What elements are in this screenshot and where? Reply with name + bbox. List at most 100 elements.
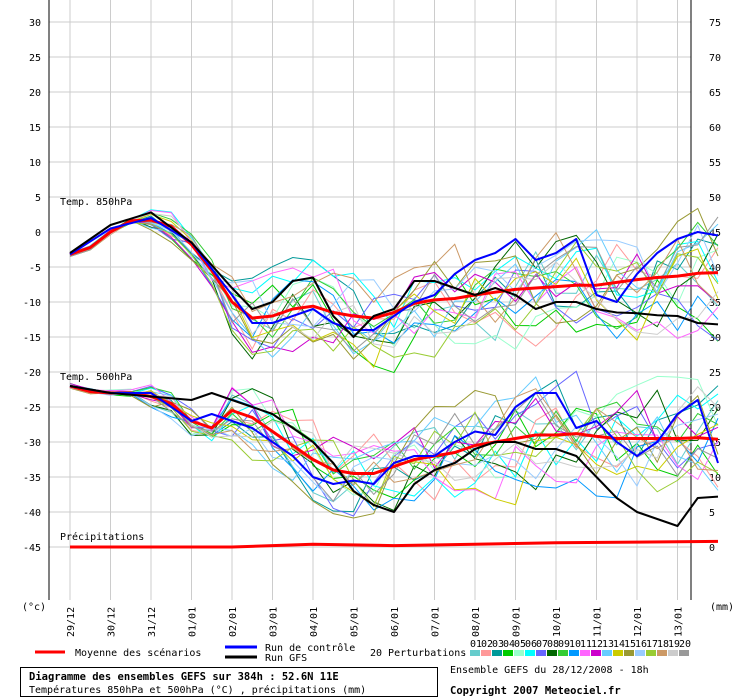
- right-tick-label: 65: [709, 88, 721, 99]
- perturbation-swatch: [668, 650, 678, 656]
- perturbation-line: [69, 386, 719, 508]
- perturbation-line: [69, 222, 719, 358]
- left-tick-label: -5: [29, 263, 41, 274]
- series-0-run-gfs: [69, 211, 719, 338]
- perturbation-swatch: [514, 650, 524, 656]
- perturbation-number: 20: [679, 639, 691, 650]
- left-tick-label: -45: [23, 543, 41, 554]
- perturbation-number: 10: [569, 639, 581, 650]
- run-info: Ensemble GEFS du 28/12/2008 - 18h: [450, 665, 649, 676]
- right-tick-label: 75: [709, 18, 721, 29]
- perturbation-number: 03: [492, 639, 504, 650]
- perturbation-number: 07: [536, 639, 548, 650]
- right-tick-label: 10: [709, 473, 721, 484]
- perturbation-number: 19: [668, 639, 680, 650]
- x-tick-label: 13/01: [674, 607, 685, 637]
- perturbation-number: 06: [525, 639, 537, 650]
- info-subtitle: Températures 850hPa et 500hPa (°C) , pré…: [29, 685, 367, 696]
- perturbation-number: 15: [624, 639, 636, 650]
- perturbation-line: [69, 212, 719, 349]
- left-tick-label: 30: [29, 18, 41, 29]
- series-1-run-gfs: [69, 385, 719, 527]
- right-tick-label: 55: [709, 158, 721, 169]
- perturbation-number: 11: [580, 639, 592, 650]
- perturbation-number: 08: [547, 639, 559, 650]
- perturbation-number: 16: [635, 639, 647, 650]
- x-tick-label: 09/01: [512, 607, 523, 637]
- info-box: Diagramme des ensembles GEFS sur 384h : …: [20, 667, 438, 697]
- left-tick-label: 5: [35, 193, 41, 204]
- right-tick-label: 45: [709, 228, 721, 239]
- x-tick-label: 08/01: [471, 607, 482, 637]
- copyright: Copyright 2007 Meteociel.fr: [450, 685, 621, 697]
- x-tick-label: 10/01: [552, 607, 563, 637]
- right-axis-unit: (mm): [710, 602, 734, 613]
- x-tick-label: 12/01: [633, 607, 644, 637]
- x-tick-label: 02/01: [228, 607, 239, 637]
- left-tick-label: -10: [23, 298, 41, 309]
- perturbation-number: 09: [558, 639, 570, 650]
- perturbation-swatch: [602, 650, 612, 656]
- perturbation-swatch: [481, 650, 491, 656]
- left-tick-label: 0: [35, 228, 41, 239]
- perturbation-swatch: [646, 650, 656, 656]
- perturbation-line: [69, 209, 719, 329]
- perturbation-swatch: [569, 650, 579, 656]
- left-axis-unit: (°c): [22, 602, 46, 613]
- perturbation-number: 12: [591, 639, 603, 650]
- perturbation-number: 17: [646, 639, 658, 650]
- perturbation-line: [69, 387, 719, 511]
- perturbation-swatch: [547, 650, 557, 656]
- info-title: Diagramme des ensembles GEFS sur 384h : …: [29, 671, 339, 683]
- perturbation-number: 14: [613, 639, 625, 650]
- legend-gfs-label: Run GFS: [265, 653, 307, 664]
- perturbation-line: [69, 219, 719, 358]
- x-tick-label: 07/01: [431, 607, 442, 637]
- right-tick-label: 50: [709, 193, 721, 204]
- left-tick-label: 15: [29, 123, 41, 134]
- perturbation-swatch: [558, 650, 568, 656]
- x-tick-label: 01/01: [188, 607, 199, 637]
- perturbation-swatch: [503, 650, 513, 656]
- perturbation-number: 18: [657, 639, 669, 650]
- perturbation-swatch: [635, 650, 645, 656]
- perturbation-line: [69, 385, 719, 503]
- left-tick-label: 20: [29, 88, 41, 99]
- right-tick-label: 60: [709, 123, 721, 134]
- perturbation-number: 05: [514, 639, 526, 650]
- perturbation-number: 04: [503, 639, 515, 650]
- perturbation-line: [69, 383, 719, 503]
- series-1-run-de-contr-le: [69, 385, 719, 485]
- right-tick-label: 5: [709, 508, 715, 519]
- x-tick-label: 06/01: [390, 607, 401, 637]
- panel-label: Précipitations: [60, 531, 144, 543]
- perturbation-line: [69, 386, 719, 481]
- left-tick-label: -25: [23, 403, 41, 414]
- perturbation-swatch: [624, 650, 634, 656]
- x-tick-label: 05/01: [350, 607, 361, 637]
- perturbation-swatch: [492, 650, 502, 656]
- perturbation-swatch: [679, 650, 689, 656]
- x-tick-label: 04/01: [309, 607, 320, 637]
- perturbation-swatch: [536, 650, 546, 656]
- right-tick-label: 25: [709, 368, 721, 379]
- x-tick-label: 30/12: [107, 607, 118, 637]
- perturbation-swatch: [657, 650, 667, 656]
- left-tick-label: -40: [23, 508, 41, 519]
- perturbation-line: [69, 218, 719, 374]
- right-tick-label: 0: [709, 543, 715, 554]
- right-tick-label: 35: [709, 298, 721, 309]
- series-1-moyenne-des-sc-narios: [69, 384, 719, 475]
- legend-perturbations-label: 20 Perturbations: [370, 648, 466, 659]
- perturbation-swatch: [591, 650, 601, 656]
- perturbation-swatch: [580, 650, 590, 656]
- perturbation-swatch: [470, 650, 480, 656]
- plot-area: [49, 0, 691, 600]
- x-tick-label: 03/01: [269, 607, 280, 637]
- panel-label: Temp. 500hPa: [60, 372, 132, 383]
- x-tick-label: 29/12: [66, 607, 77, 637]
- perturbation-number: 13: [602, 639, 614, 650]
- left-tick-label: -35: [23, 473, 41, 484]
- perturbation-number: 01: [470, 639, 482, 650]
